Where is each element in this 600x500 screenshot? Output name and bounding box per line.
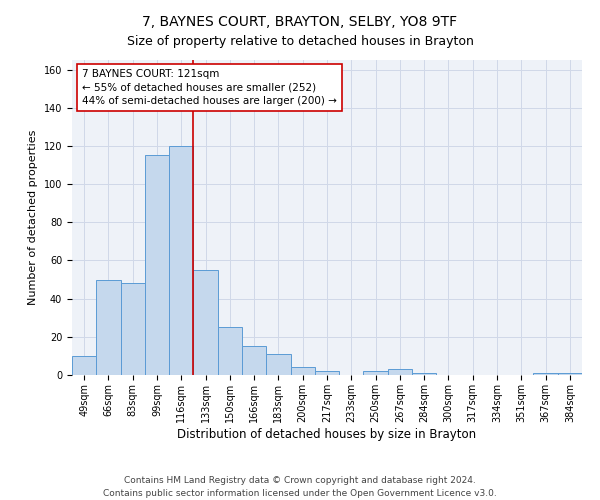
Bar: [193, 270, 218, 375]
Bar: [533, 373, 558, 375]
Text: Contains HM Land Registry data © Crown copyright and database right 2024.
Contai: Contains HM Land Registry data © Crown c…: [103, 476, 497, 498]
Bar: [169, 146, 193, 375]
Y-axis label: Number of detached properties: Number of detached properties: [28, 130, 38, 305]
Bar: [290, 368, 315, 375]
Bar: [315, 371, 339, 375]
Text: Size of property relative to detached houses in Brayton: Size of property relative to detached ho…: [127, 35, 473, 48]
Bar: [218, 328, 242, 375]
Text: 7 BAYNES COURT: 121sqm
← 55% of detached houses are smaller (252)
44% of semi-de: 7 BAYNES COURT: 121sqm ← 55% of detached…: [82, 70, 337, 106]
Bar: [121, 284, 145, 375]
Text: 7, BAYNES COURT, BRAYTON, SELBY, YO8 9TF: 7, BAYNES COURT, BRAYTON, SELBY, YO8 9TF: [142, 15, 458, 29]
Bar: [96, 280, 121, 375]
Bar: [266, 354, 290, 375]
Bar: [242, 346, 266, 375]
Bar: [72, 356, 96, 375]
Bar: [558, 373, 582, 375]
Bar: [145, 156, 169, 375]
X-axis label: Distribution of detached houses by size in Brayton: Distribution of detached houses by size …: [178, 428, 476, 440]
Bar: [364, 371, 388, 375]
Bar: [412, 373, 436, 375]
Bar: [388, 370, 412, 375]
